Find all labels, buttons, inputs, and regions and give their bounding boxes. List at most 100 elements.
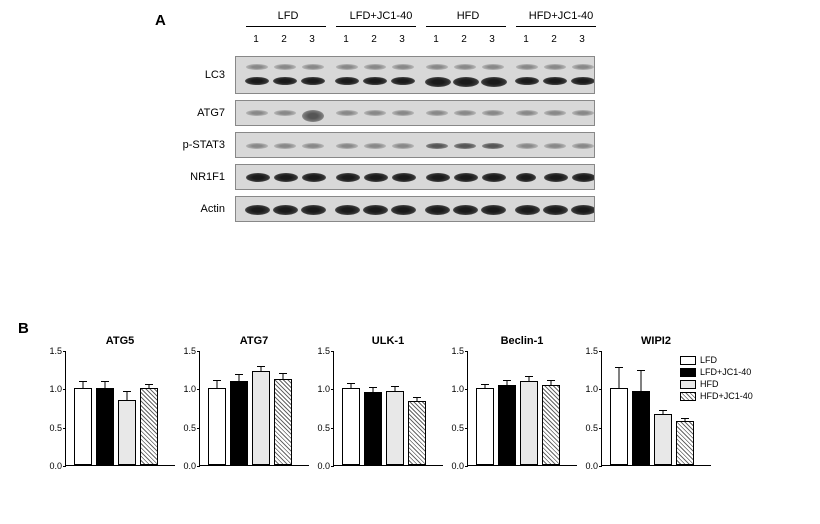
bar <box>632 391 650 465</box>
ytick: 0.0 <box>578 461 598 471</box>
legend-item: HFD <box>680 379 753 389</box>
legend-label: HFD+JC1-40 <box>700 391 753 401</box>
ytick: 0.5 <box>176 423 196 433</box>
bar <box>74 388 92 465</box>
chart-area: 0.00.51.01.5 <box>333 351 443 466</box>
blot-row-pstat3: p-STAT3 <box>140 132 640 158</box>
group-line-3 <box>426 26 506 27</box>
ytick: 1.5 <box>176 346 196 356</box>
panel-b-label: B <box>18 320 29 337</box>
chart-beclin-1: Beclin-1 0.00.51.01.5 <box>467 335 577 466</box>
ytick: 1.0 <box>42 384 62 394</box>
bars <box>342 388 426 465</box>
blot-box-lc3 <box>235 56 595 94</box>
ytick: 0.5 <box>578 423 598 433</box>
group-line-4 <box>516 26 596 27</box>
group-line-1 <box>246 26 326 27</box>
blot-label-actin: Actin <box>140 203 235 215</box>
ytick: 0.5 <box>42 423 62 433</box>
bars <box>208 371 292 465</box>
bar <box>476 388 494 465</box>
bar <box>364 392 382 465</box>
chart-area: 0.00.51.01.5 <box>467 351 577 466</box>
lane-1-1: 1 <box>246 34 266 45</box>
ytick: 1.5 <box>444 346 464 356</box>
bar <box>274 379 292 465</box>
bar <box>140 388 158 465</box>
bars <box>74 388 158 465</box>
ytick: 1.5 <box>42 346 62 356</box>
blot-label-lc3: LC3 <box>140 69 235 81</box>
legend-label: LFD+JC1-40 <box>700 367 751 377</box>
group-header-1: LFD <box>258 10 318 22</box>
bar <box>676 421 694 465</box>
blot-box-nr1f1 <box>235 164 595 190</box>
legend-item: LFD+JC1-40 <box>680 367 753 377</box>
bar <box>520 381 538 465</box>
bar <box>386 391 404 465</box>
ytick: 0.0 <box>176 461 196 471</box>
lane-2-1: 1 <box>336 34 356 45</box>
ytick: 0.0 <box>310 461 330 471</box>
ytick: 1.5 <box>310 346 330 356</box>
lane-2-2: 2 <box>364 34 384 45</box>
ytick: 1.0 <box>578 384 598 394</box>
chart-atg7: ATG7 0.00.51.01.5 <box>199 335 309 466</box>
group-line-2 <box>336 26 416 27</box>
bars <box>476 381 560 465</box>
bar <box>498 385 516 465</box>
legend-swatch <box>680 392 696 401</box>
lane-4-3: 3 <box>572 34 592 45</box>
legend-item: HFD+JC1-40 <box>680 391 753 401</box>
lane-1-2: 2 <box>274 34 294 45</box>
ytick: 0.0 <box>42 461 62 471</box>
chart-atg5: ATG5 0.00.51.01.5 <box>65 335 175 466</box>
chart-title: ULK-1 <box>333 335 443 347</box>
legend: LFD LFD+JC1-40 HFD HFD+JC1-40 <box>680 355 753 403</box>
bar <box>96 388 114 465</box>
legend-label: LFD <box>700 355 717 365</box>
bar <box>408 401 426 465</box>
ytick: 0.5 <box>444 423 464 433</box>
blot-row-lc3: LC3 <box>140 56 640 94</box>
bar <box>252 371 270 465</box>
blot-row-nr1f1: NR1F1 <box>140 164 640 190</box>
lane-4-1: 1 <box>516 34 536 45</box>
ytick: 1.0 <box>176 384 196 394</box>
legend-label: HFD <box>700 379 719 389</box>
lane-4-2: 2 <box>544 34 564 45</box>
group-header-2: LFD+JC1-40 <box>336 10 426 22</box>
bar <box>610 388 628 465</box>
lane-3-3: 3 <box>482 34 502 45</box>
chart-title: ATG7 <box>199 335 309 347</box>
lane-1-3: 3 <box>302 34 322 45</box>
legend-swatch <box>680 356 696 365</box>
group-headers: LFD LFD+JC1-40 HFD HFD+JC1-40 <box>240 10 640 30</box>
lane-2-3: 3 <box>392 34 412 45</box>
ytick: 1.0 <box>310 384 330 394</box>
lane-3-2: 2 <box>454 34 474 45</box>
chart-area: 0.00.51.01.5 <box>199 351 309 466</box>
legend-swatch <box>680 368 696 377</box>
bar <box>118 400 136 465</box>
lane-3-1: 1 <box>426 34 446 45</box>
panel-a-container: LFD LFD+JC1-40 HFD HFD+JC1-40 1 2 3 1 2 … <box>140 10 640 222</box>
bar <box>208 388 226 465</box>
legend-swatch <box>680 380 696 389</box>
chart-area: 0.00.51.01.5 <box>65 351 175 466</box>
bar <box>542 385 560 466</box>
ytick: 0.0 <box>444 461 464 471</box>
chart-title: ATG5 <box>65 335 175 347</box>
group-header-4: HFD+JC1-40 <box>516 10 606 22</box>
bar <box>342 388 360 465</box>
ytick: 1.5 <box>578 346 598 356</box>
blot-row-actin: Actin <box>140 196 640 222</box>
chart-ulk-1: ULK-1 0.00.51.01.5 <box>333 335 443 466</box>
blot-label-atg7: ATG7 <box>140 107 235 119</box>
chart-title: Beclin-1 <box>467 335 577 347</box>
lane-numbers: 1 2 3 1 2 3 1 2 3 1 2 3 <box>240 34 640 50</box>
blot-box-pstat3 <box>235 132 595 158</box>
blot-box-actin <box>235 196 595 222</box>
blot-box-atg7 <box>235 100 595 126</box>
chart-title: WIPI2 <box>601 335 711 347</box>
